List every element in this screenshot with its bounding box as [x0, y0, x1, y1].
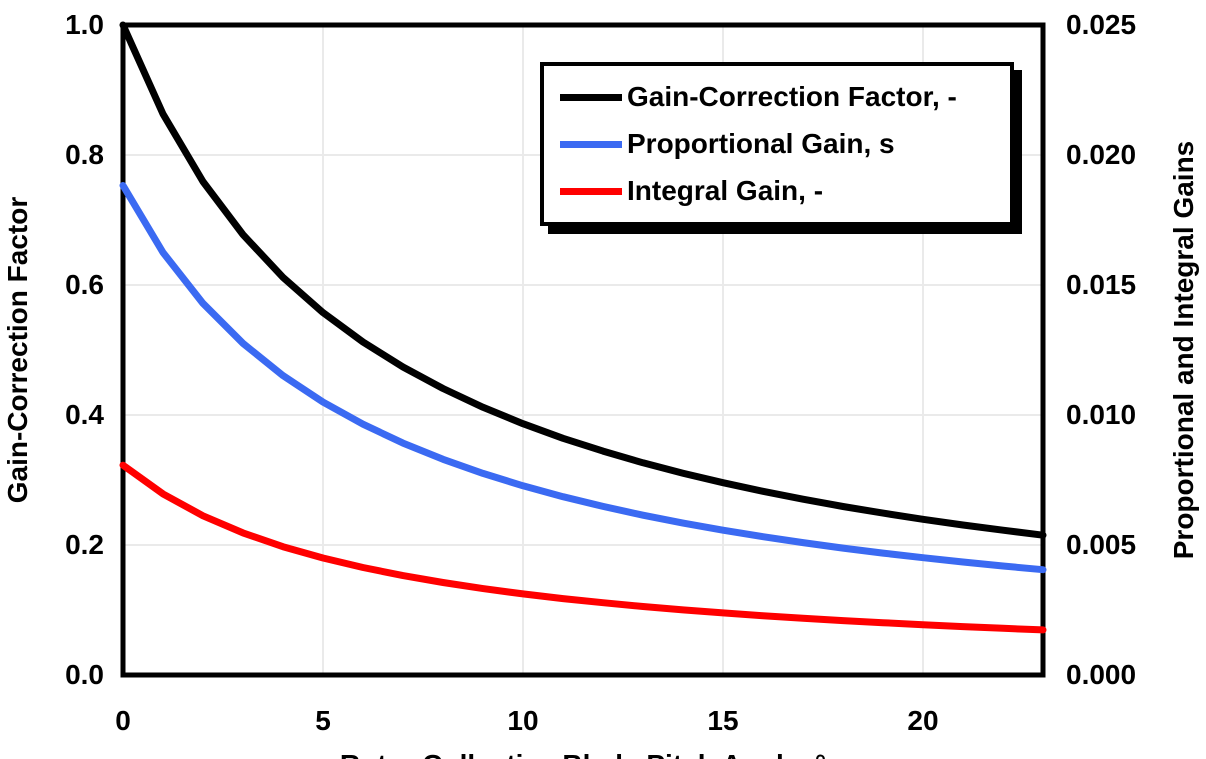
left-axis-tick-label: 0.4: [65, 399, 104, 430]
right-axis-tick-label: 0.000: [1066, 659, 1137, 690]
legend-line-swatch: [560, 187, 622, 195]
left-axis-tick-label: 1.0: [65, 9, 104, 40]
x-axis-tick-label: 20: [907, 705, 939, 736]
series-line-integral-gain: [119, 461, 1047, 634]
right-axis-tick-label: 0.005: [1066, 529, 1137, 560]
left-axis-tick-label: 0.8: [65, 139, 104, 170]
left-axis-title: Gain-Correction Factor: [2, 196, 33, 504]
x-axis-title: Rotor Collective Blade Pitch Angle, °: [263, 748, 903, 759]
series-line-gain-correction-factor: [119, 21, 1047, 539]
plot-border: [120, 22, 1046, 678]
legend-item: Gain-Correction Factor, -: [560, 81, 1010, 113]
left-axis-tick-label: 0.0: [65, 659, 104, 690]
left-axis-tick-label: 0.2: [65, 529, 104, 560]
legend-label: Proportional Gain, s: [627, 128, 895, 159]
x-axis-tick-label: 15: [707, 705, 739, 736]
legend-line-swatch: [560, 93, 622, 101]
legend-label: Gain-Correction Factor, -: [627, 81, 957, 112]
legend-label: Integral Gain, -: [627, 175, 824, 206]
legend: Gain-Correction Factor, - Proportional Ga…: [540, 62, 1014, 226]
legend-item: Proportional Gain, s: [560, 128, 1010, 160]
x-axis-tick-label: 10: [507, 705, 539, 736]
legend-line-swatch: [560, 140, 622, 148]
right-axis-tick-label: 0.020: [1066, 139, 1137, 170]
right-axis-tick-label: 0.025: [1066, 9, 1137, 40]
x-axis-tick-label: 0: [115, 705, 131, 736]
legend-item: Integral Gain, -: [560, 175, 1010, 207]
right-axis-title: Proportional and Integral Gains: [1168, 140, 1199, 560]
x-axis-tick-label: 5: [315, 705, 331, 736]
right-axis-tick-label: 0.010: [1066, 399, 1137, 430]
right-axis-tick-label: 0.015: [1066, 269, 1137, 300]
left-axis-tick-label: 0.6: [65, 269, 104, 300]
series-line-proportional-gain-s: [119, 182, 1047, 574]
